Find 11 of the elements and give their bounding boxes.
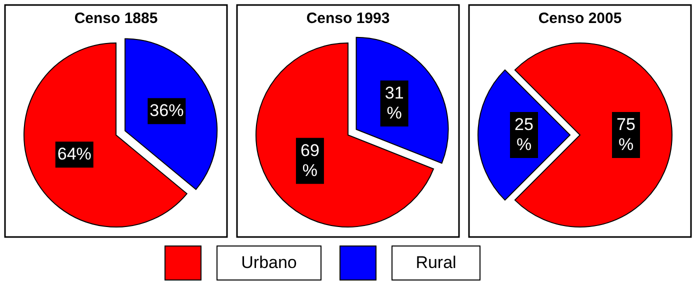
chart-title: Censo 1885 xyxy=(74,10,158,27)
data-label: 64% xyxy=(57,144,92,164)
data-label: 75 % xyxy=(616,115,636,154)
chart-title: Censo 2005 xyxy=(538,10,622,27)
chart-title: Censo 1993 xyxy=(306,10,390,27)
data-label: 69 % xyxy=(300,140,320,180)
data-label: 36% xyxy=(150,101,184,120)
data-label: 25 % xyxy=(514,115,534,154)
legend-label: Rural xyxy=(416,253,456,272)
legend-label: Urbano xyxy=(241,253,297,272)
data-label: 31 % xyxy=(384,84,404,123)
